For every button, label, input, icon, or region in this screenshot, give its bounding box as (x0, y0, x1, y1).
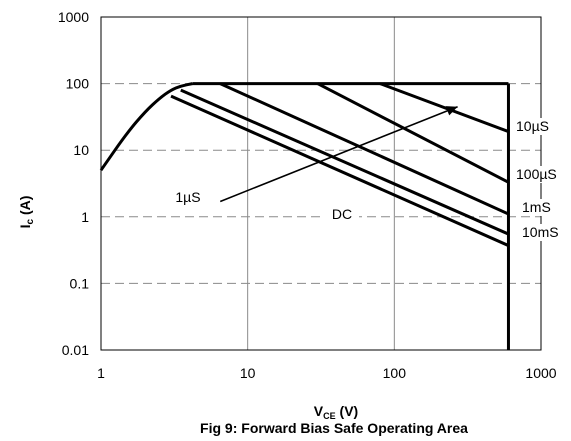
label-10ms-bg (520, 224, 564, 241)
plot-frame (100, 16, 542, 351)
label-1us-bg (168, 189, 208, 206)
tick-labels: 0.01 0.1 1 10 100 1000 1 10 100 1000 (58, 9, 557, 381)
arrow-head (445, 106, 458, 116)
arrow-annotation (219, 105, 458, 203)
label-1ms-bg (520, 199, 560, 216)
label-10ms: 10mS (522, 224, 559, 240)
label-1ms: 1mS (522, 199, 551, 215)
series-line (316, 82, 510, 184)
figure-caption: Fig 9: Forward Bias Safe Operating Area (200, 420, 468, 436)
annotations: 10µS 100µS 1mS 10mS 1µS DC (168, 118, 566, 241)
y-axis-label-unit: (A) (17, 196, 33, 219)
x-axis-label-unit: (V) (336, 403, 359, 419)
thermal-limit-curve (99, 82, 193, 172)
series-lines (170, 82, 510, 247)
series-line (379, 82, 510, 134)
label-1us: 1µS (175, 189, 200, 205)
soa-boundary (99, 82, 510, 350)
y-tick-label: 1000 (58, 9, 89, 25)
label-dc-bg (325, 206, 359, 223)
y-tick-label: 0.01 (62, 342, 89, 358)
label-100us-bg (514, 166, 566, 183)
x-tick-label: 100 (383, 365, 407, 381)
plot-border (100, 16, 542, 351)
arrow-shaft (219, 105, 458, 203)
x-axis-label-sub: CE (323, 411, 336, 421)
series-line (180, 88, 510, 236)
y-tick-label: 1 (81, 209, 89, 225)
label-10us-bg (514, 118, 562, 135)
y-axis-label: Ic (A) (17, 196, 36, 229)
grid-lines (101, 17, 541, 350)
y-tick-label: 10 (73, 142, 89, 158)
x-tick-label: 10 (240, 365, 256, 381)
x-tick-label: 1 (97, 365, 105, 381)
x-axis-label: VCE (V) (314, 403, 358, 421)
label-dc: DC (332, 206, 352, 222)
x-tick-label: 1000 (525, 365, 556, 381)
label-100us: 100µS (516, 166, 557, 182)
y-tick-label: 0.1 (70, 275, 90, 291)
y-tick-label: 100 (66, 76, 90, 92)
label-10us: 10µS (516, 118, 549, 134)
y-axis-label-sub: c (25, 219, 36, 225)
series-line (170, 94, 510, 247)
series-line (219, 82, 510, 216)
